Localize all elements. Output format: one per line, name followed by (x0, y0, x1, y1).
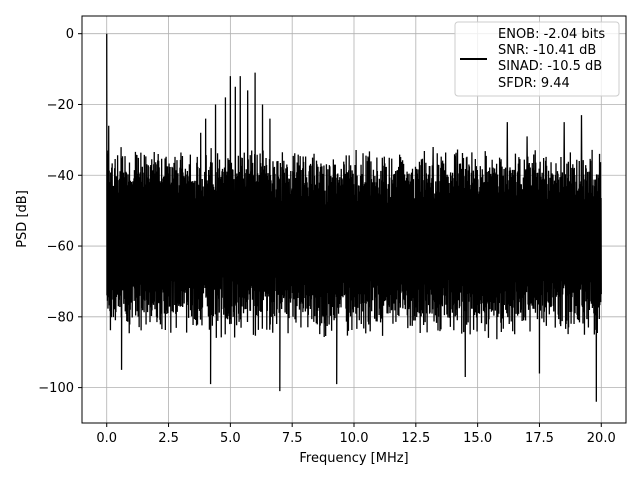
x-tick-label: 10.0 (340, 431, 369, 446)
y-tick-label: −80 (47, 310, 74, 325)
x-tick-label: 17.5 (525, 431, 554, 446)
x-tick-label: 2.5 (158, 431, 179, 446)
psd-line (106, 33, 602, 402)
x-tick-label: 5.0 (220, 431, 241, 446)
legend-snr: SNR: -10.41 dB (498, 43, 596, 58)
psd-series (106, 33, 602, 402)
y-tick-label: −40 (47, 169, 74, 184)
y-tick-label: −20 (47, 98, 74, 113)
x-tick-label: 12.5 (401, 431, 430, 446)
x-tick-label: 15.0 (463, 431, 492, 446)
legend: ENOB: -2.04 bits SNR: -10.41 dB SINAD: -… (454, 21, 620, 97)
y-tick-label: 0 (66, 27, 74, 42)
legend-sinad: SINAD: -10.5 dB (498, 59, 602, 74)
x-axis-label: Frequency [MHz] (299, 451, 408, 466)
x-tick-label: 7.5 (282, 431, 303, 446)
legend-enob: ENOB: -2.04 bits (498, 27, 605, 42)
y-tick-label: −100 (38, 381, 74, 396)
x-tick-label: 0.0 (96, 431, 117, 446)
y-axis-label: PSD [dB] (15, 190, 30, 248)
y-axis-ticks: 0 −20 −40 −60 −80 −100 (38, 27, 82, 396)
y-tick-label: −60 (47, 240, 74, 255)
x-tick-label: 20.0 (587, 431, 616, 446)
legend-box (454, 21, 620, 97)
x-axis-ticks: 0.0 2.5 5.0 7.5 10.0 12.5 15.0 17.5 20.0 (96, 423, 616, 446)
legend-sfdr: SFDR: 9.44 (498, 76, 570, 91)
